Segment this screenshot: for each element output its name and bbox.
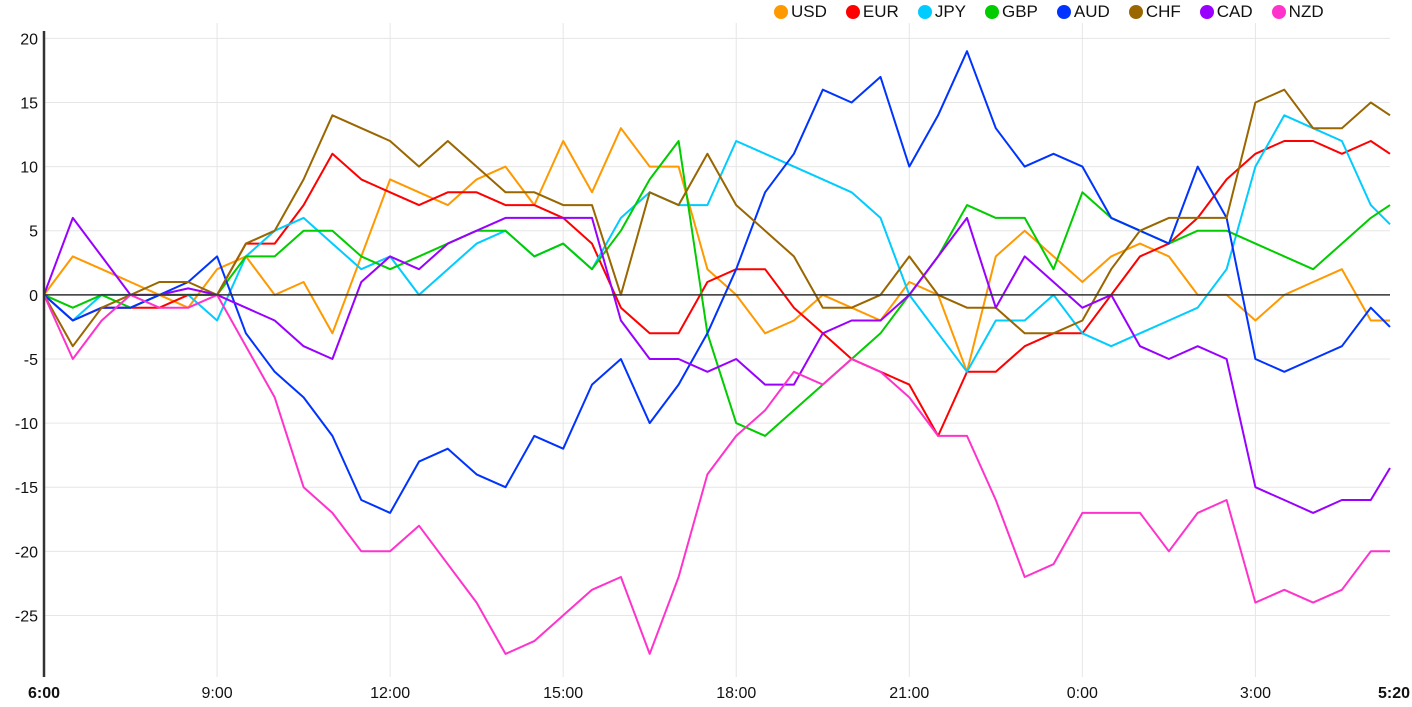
x-tick-label: 9:00 <box>201 685 232 702</box>
legend-label: NZD <box>1288 2 1324 21</box>
legend-item-eur[interactable]: EUR <box>845 2 899 22</box>
series-line-eur <box>43 140 1391 437</box>
legend-label: JPY <box>934 2 966 21</box>
legend-swatch-icon <box>1199 5 1214 19</box>
x-tick-label: 18:00 <box>716 685 756 702</box>
y-tick-label: -5 <box>24 352 38 369</box>
legend-swatch-icon <box>917 5 932 19</box>
y-tick-label: -20 <box>15 544 38 561</box>
series-line-aud <box>43 50 1391 514</box>
x-tick-label: 15:00 <box>543 685 583 702</box>
legend-label: EUR <box>862 2 899 21</box>
legend-swatch-icon <box>774 5 788 19</box>
x-axis-ticks: 6:00 9:00 12:00 15:00 18:00 21:00 0:00 3:00 5:20 <box>28 685 1410 702</box>
legend-label: AUD <box>1073 2 1110 21</box>
legend-item-aud[interactable]: AUD <box>1056 2 1110 22</box>
y-tick-label: 10 <box>20 160 38 177</box>
y-tick-label: -25 <box>15 608 38 625</box>
y-axis-ticks: -25 -20 -15 -10 -5 0 5 10 15 20 <box>15 31 38 625</box>
legend-label: CAD <box>1216 2 1253 21</box>
x-tick-label: 5:20 <box>1378 685 1410 702</box>
legend-swatch-icon <box>1056 5 1071 19</box>
legend-item-gbp[interactable]: GBP <box>985 2 1038 22</box>
y-tick-label: -15 <box>15 480 38 497</box>
legend-item-jpy[interactable]: JPY <box>917 2 966 22</box>
x-tick-label: 21:00 <box>889 685 929 702</box>
series-line-jpy <box>43 114 1391 373</box>
y-tick-label: 15 <box>20 96 38 113</box>
y-tick-label: 5 <box>29 224 38 241</box>
legend-label: CHF <box>1145 2 1181 21</box>
legend: USD EUR JPY GBP AUD CHF CAD NZD <box>774 2 1343 22</box>
series-line-gbp <box>43 140 1391 437</box>
series-lines <box>43 50 1391 655</box>
y-tick-label: 0 <box>29 288 38 305</box>
series-line-usd <box>43 127 1390 373</box>
legend-item-cad[interactable]: CAD <box>1199 2 1253 22</box>
series-line-cad <box>43 216 1391 514</box>
x-tick-label: 6:00 <box>28 685 60 702</box>
legend-swatch-icon <box>1271 5 1286 19</box>
x-tick-label: 12:00 <box>370 685 410 702</box>
legend-item-chf[interactable]: CHF <box>1128 2 1181 22</box>
legend-swatch-icon <box>1128 5 1143 19</box>
y-tick-label: 20 <box>20 31 38 48</box>
legend-swatch-icon <box>985 5 999 19</box>
legend-swatch-icon <box>845 5 860 19</box>
x-tick-label: 0:00 <box>1067 685 1098 702</box>
series-line-nzd <box>43 293 1390 655</box>
legend-item-nzd[interactable]: NZD <box>1271 2 1324 22</box>
series-line-chf <box>43 88 1391 348</box>
y-tick-label: -10 <box>15 416 38 433</box>
x-tick-label: 3:00 <box>1240 685 1271 702</box>
legend-label: USD <box>791 2 827 21</box>
legend-label: GBP <box>1002 2 1038 21</box>
legend-item-usd[interactable]: USD <box>774 2 827 22</box>
